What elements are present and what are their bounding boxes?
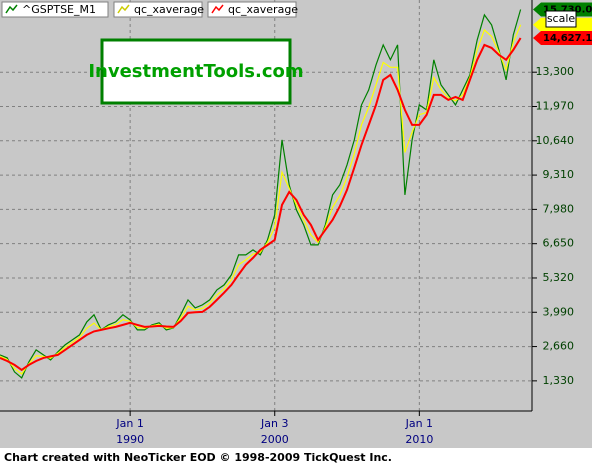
y-tick-label: 6,650 — [543, 237, 575, 250]
series-line — [0, 24, 522, 375]
y-tick-label: 2,660 — [543, 340, 575, 353]
y-tick-label: 10,640 — [536, 134, 575, 147]
legend-box — [1, 1, 109, 18]
watermark: InvestmentTools.com — [88, 61, 303, 82]
legend-icon — [211, 4, 224, 14]
y-tick-label: 3,990 — [543, 305, 575, 318]
x-tick-label: Jan 1 — [115, 417, 143, 430]
x-tick-year: 2010 — [405, 433, 433, 446]
legend-box — [113, 1, 203, 18]
last-value-label: 15,730.00 — [543, 5, 592, 16]
legend-icon — [5, 4, 18, 14]
scale-label: scale — [547, 12, 576, 25]
legend-box — [207, 1, 297, 18]
footer: Chart created with NeoTicker EOD © 1998-… — [4, 451, 392, 464]
y-tick-label: 1,330 — [543, 374, 575, 387]
last-value-tag — [533, 30, 592, 45]
x-tick-label: Jan 3 — [260, 417, 288, 430]
labels: 1,330 2,660 3,990 5,320 6,650 7,980 9,310 10,64… — [1, 1, 592, 446]
last-value-label: 14,627.17 — [543, 33, 592, 44]
series-line — [0, 37, 522, 372]
x-tick-year: 2000 — [261, 433, 289, 446]
y-tick-label: 9,310 — [543, 168, 575, 181]
legend-label: ^GSPTSE_M1 — [22, 3, 96, 16]
series-line — [0, 9, 522, 379]
y-tick-label: 5,320 — [543, 271, 575, 284]
legend-label: qc_xaverage — [228, 3, 298, 16]
x-tick-year: 1990 — [116, 433, 144, 446]
y-tick-label: 11,970 — [536, 99, 575, 112]
legend-icon — [117, 4, 130, 14]
scale-box — [545, 10, 577, 28]
watermark-box — [100, 38, 292, 105]
plot — [0, 9, 522, 379]
y-tick-label: 7,980 — [543, 202, 575, 215]
footer-strip — [0, 448, 592, 466]
x-tick-label: Jan 1 — [405, 417, 433, 430]
y-tick-label: 13,300 — [536, 65, 575, 78]
legend-label: qc_xaverage — [134, 3, 204, 16]
